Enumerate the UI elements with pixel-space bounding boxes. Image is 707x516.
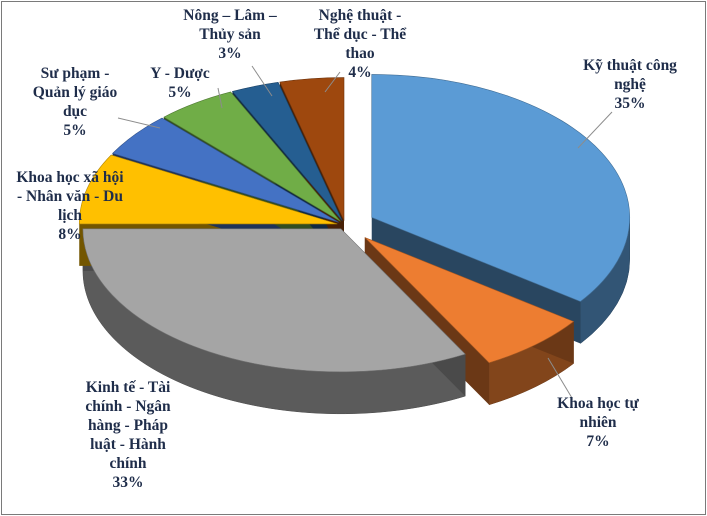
leader-lines bbox=[117, 65, 613, 399]
leader-line-0 bbox=[577, 111, 613, 149]
leader-line-1 bbox=[547, 357, 573, 399]
slice-name-line: Nông – Lâm – bbox=[183, 7, 277, 24]
leader-line-7 bbox=[324, 71, 341, 93]
slice-name-line: Quản lý giáo bbox=[33, 84, 118, 101]
slice-0 bbox=[371, 74, 631, 302]
slice-name-line: hàng - Pháp bbox=[88, 417, 168, 434]
slice-name-line: Khoa học tự bbox=[557, 395, 639, 412]
slice-labels: Kỹ thuật công nghệ 35% Khoa học tự nhiên 7% Ki… bbox=[16, 7, 677, 491]
slice-label-7: Nghệ thuật - Thể dục - Thể thao 4% bbox=[314, 7, 407, 81]
slice-percent-1: 7% bbox=[586, 433, 609, 450]
slice-name-line: Y - Dược bbox=[150, 65, 210, 82]
slice-label-5: Y - Dược 5% bbox=[150, 65, 210, 101]
slice-name-line: chính - Ngân bbox=[85, 398, 171, 415]
slice-5 bbox=[163, 91, 341, 222]
slice-percent-7: 4% bbox=[348, 64, 371, 81]
slice-name-line: Kỹ thuật công bbox=[583, 57, 677, 74]
slice-name-line: Sư phạm - bbox=[41, 65, 110, 82]
slice-name-line: Nghệ thuật - bbox=[319, 7, 402, 24]
slice-percent-0: 35% bbox=[615, 95, 646, 112]
slice-name-line: luật - Hành bbox=[90, 436, 166, 453]
leader-line-4 bbox=[117, 117, 161, 129]
slice-3 bbox=[78, 154, 338, 225]
slice-name-line: Thể dục - Thể bbox=[314, 26, 407, 43]
slice-label-3: Khoa học xã hội - Nhân văn - Du lịch 8% bbox=[16, 169, 124, 243]
slice-name-line: nghệ bbox=[614, 76, 646, 93]
slice-label-2: Kinh tế - Tài chính - Ngân hàng - Pháp luật… bbox=[85, 379, 171, 491]
leader-line-6 bbox=[251, 65, 273, 97]
slice-7 bbox=[279, 77, 345, 221]
slice-name-line: chính bbox=[109, 455, 146, 472]
slice-name-line: Khoa học xã hội bbox=[16, 169, 124, 186]
leader-line-5 bbox=[217, 87, 223, 109]
slice-percent-6: 3% bbox=[218, 45, 241, 62]
slice-6 bbox=[231, 81, 343, 222]
slice-label-0: Kỹ thuật công nghệ 35% bbox=[583, 57, 677, 112]
slice-name-line: nhiên bbox=[579, 414, 616, 431]
slice-label-1: Khoa học tự nhiên 7% bbox=[557, 395, 639, 450]
slice-name-line: Thủy sản bbox=[199, 26, 261, 43]
slice-name-line: Kinh tế - Tài bbox=[86, 379, 171, 396]
slice-percent-4: 5% bbox=[63, 122, 86, 139]
slice-label-6: Nông – Lâm – Thủy sản 3% bbox=[183, 7, 277, 62]
slice-2 bbox=[82, 228, 466, 373]
slice-4 bbox=[112, 117, 339, 223]
slice-percent-3: 8% bbox=[58, 226, 81, 243]
slice-tops bbox=[78, 74, 631, 373]
slice-name-line: dục bbox=[63, 103, 87, 120]
slice-name-line: lịch bbox=[58, 207, 82, 224]
slice-percent-2: 33% bbox=[113, 474, 144, 491]
slice-percent-5: 5% bbox=[168, 84, 191, 101]
slice-name-line: - Nhân văn - Du bbox=[17, 188, 123, 205]
slice-1 bbox=[364, 237, 575, 364]
slice-name-line: thao bbox=[345, 45, 375, 62]
slice-label-4: Sư phạm - Quản lý giáo dục 5% bbox=[33, 65, 118, 139]
